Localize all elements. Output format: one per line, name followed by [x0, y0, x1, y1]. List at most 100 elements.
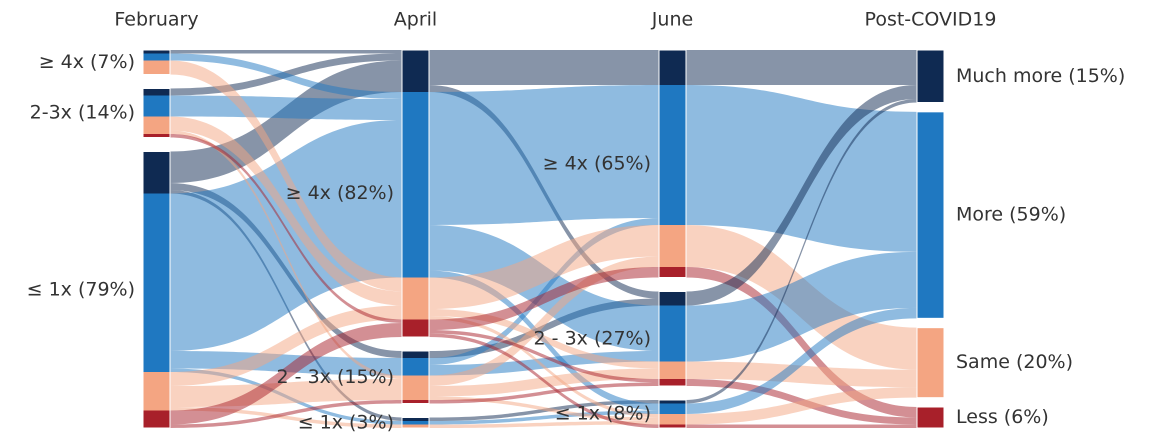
- flow: [429, 410, 659, 425]
- flow: [170, 53, 402, 99]
- node: [916, 327, 945, 399]
- node-segment: [659, 424, 686, 428]
- flow: [170, 323, 402, 425]
- flow: [429, 85, 659, 225]
- node-segment: [143, 134, 170, 138]
- node-label: Same (20%): [956, 351, 1073, 373]
- node-segment: [143, 95, 170, 117]
- node: [916, 49, 945, 103]
- flow: [686, 307, 917, 414]
- node-segment: [143, 116, 170, 134]
- node-segment: [659, 403, 686, 414]
- node-segment: [402, 400, 429, 404]
- node-label: ≤ 1x (79%): [27, 278, 135, 300]
- node-segment: [402, 375, 429, 400]
- node-label: ≥ 4x (65%): [543, 152, 651, 174]
- flow: [170, 305, 402, 386]
- node-label: Less (6%): [956, 406, 1049, 428]
- node-label: ≤ 1x (3%): [298, 411, 394, 433]
- flow: [686, 251, 917, 362]
- node-segment: [659, 85, 686, 225]
- flow: [686, 85, 917, 252]
- node: [142, 88, 171, 138]
- node-segment: [659, 225, 686, 267]
- flow: [686, 267, 917, 418]
- node-segment: [402, 424, 429, 428]
- node: [916, 111, 945, 319]
- node-segment: [402, 358, 429, 376]
- node-label: ≤ 1x (8%): [555, 403, 651, 425]
- node-segment: [659, 305, 686, 362]
- node-segment: [659, 414, 686, 425]
- flow: [429, 298, 659, 358]
- flow: [429, 396, 659, 421]
- node-segment: [143, 53, 170, 61]
- flow: [686, 99, 917, 404]
- node: [658, 399, 687, 429]
- flow: [429, 309, 659, 369]
- flow: [170, 351, 402, 376]
- flow: [686, 361, 917, 388]
- flow: [170, 60, 402, 292]
- node-label: 2 - 3x (15%): [277, 366, 394, 388]
- flow: [686, 50, 917, 85]
- node-segment: [402, 417, 429, 421]
- node-label: 2 - 3x (27%): [534, 327, 651, 349]
- flow: [170, 120, 402, 351]
- node: [401, 49, 430, 338]
- node-segment: [402, 277, 429, 320]
- column-title: February: [114, 9, 198, 31]
- node: [658, 49, 687, 278]
- flow: [429, 256, 659, 386]
- node: [658, 291, 687, 387]
- node-segment: [402, 319, 429, 337]
- node-segment: [659, 291, 686, 306]
- node-segment: [143, 60, 170, 75]
- node: [401, 350, 430, 404]
- flow: [429, 218, 659, 365]
- flow: [170, 95, 402, 120]
- nodes: [142, 49, 945, 429]
- column-title: June: [651, 9, 693, 31]
- node-label: ≥ 4x (82%): [286, 182, 394, 204]
- flow: [170, 400, 402, 428]
- node-label: ≥ 4x (7%): [39, 51, 135, 73]
- node: [142, 151, 171, 429]
- node-label: 2-3x (14%): [30, 102, 135, 124]
- node-segment: [402, 92, 429, 278]
- node-segment: [143, 372, 170, 411]
- node-label: More (59%): [956, 204, 1066, 226]
- node-segment: [659, 379, 686, 386]
- flow: [429, 225, 659, 309]
- flow: [686, 387, 917, 425]
- node-segment: [143, 88, 170, 96]
- flow: [429, 267, 659, 330]
- flow: [170, 379, 402, 407]
- node: [916, 406, 945, 429]
- column-title: Post-COVID19: [865, 9, 997, 31]
- flow: [170, 134, 402, 323]
- flow: [686, 85, 917, 306]
- node-segment: [402, 351, 429, 358]
- flow: [429, 50, 659, 85]
- flow: [170, 116, 402, 306]
- node-segment: [659, 400, 686, 404]
- flow: [429, 316, 659, 418]
- node-segment: [402, 50, 429, 92]
- node-segment: [143, 410, 170, 428]
- flow: [429, 330, 659, 383]
- node: [142, 49, 171, 75]
- flow: [170, 50, 402, 54]
- flow: [429, 333, 659, 428]
- flow: [429, 382, 659, 404]
- node-segment: [659, 361, 686, 379]
- node: [401, 417, 430, 429]
- node-segment: [402, 421, 429, 425]
- flows: [170, 50, 917, 428]
- column-title: April: [394, 9, 437, 31]
- flow: [170, 130, 402, 379]
- node-segment: [143, 193, 170, 372]
- node-label: Much more (15%): [956, 65, 1125, 87]
- node-segment: [143, 50, 170, 54]
